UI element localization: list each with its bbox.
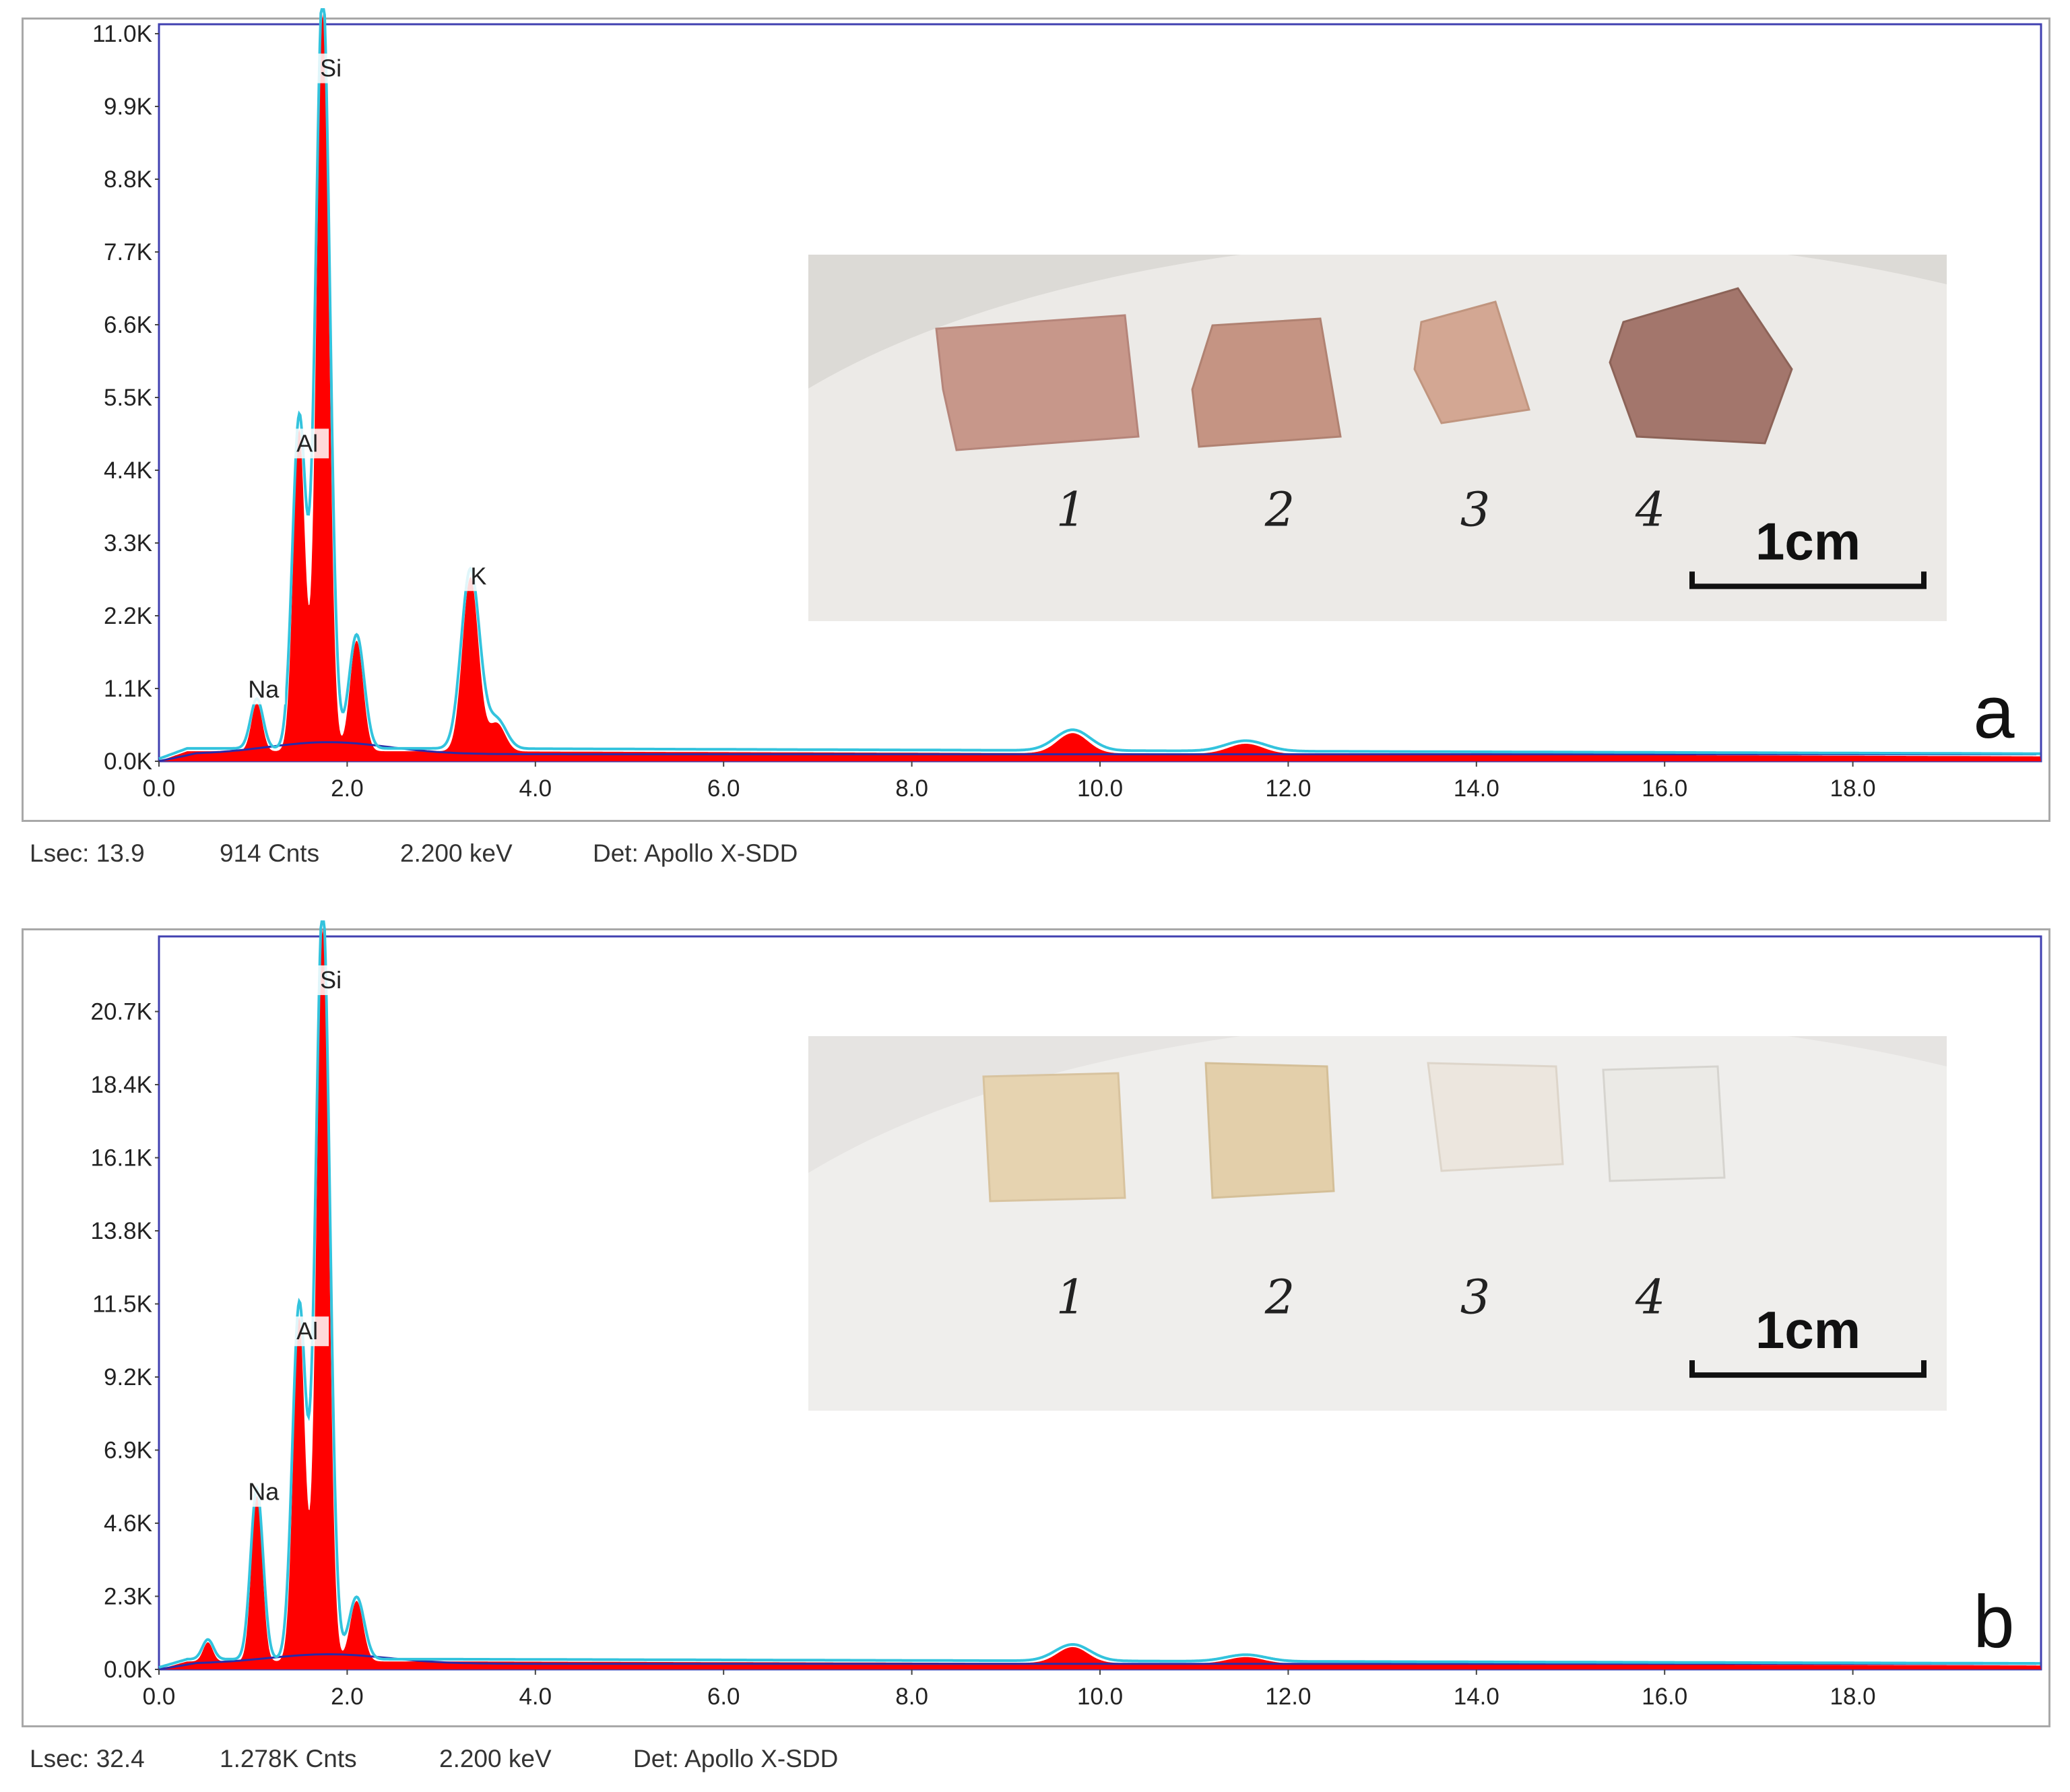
sample-2 [1204, 1062, 1335, 1199]
x-tick-label: 16.0 [1642, 775, 1687, 802]
y-tick-label: 20.7K [91, 999, 152, 1025]
sample-1 [982, 1072, 1126, 1203]
sample-label: 2 [1264, 1269, 1295, 1324]
status-counts-a: 914 Cnts [220, 839, 320, 867]
y-tick-label: 11.0K [92, 21, 152, 47]
y-tick-label: 7.7K [104, 239, 152, 265]
peak-label-al: Al [296, 429, 318, 457]
spectrum-outline [158, 920, 2040, 1669]
peak-label-al: Al [296, 1317, 318, 1345]
y-tick-label: 3.3K [104, 530, 152, 556]
y-tick-label: 0.0K [104, 1657, 152, 1683]
x-tick-label: 14.0 [1454, 1684, 1499, 1710]
sample-label: 2 [1264, 482, 1295, 538]
x-tick-label: 2.0 [331, 1684, 364, 1710]
peak-label-bg [286, 428, 329, 459]
y-tick-label: 2.3K [104, 1584, 152, 1610]
sample-3 [1413, 300, 1530, 424]
y-tick-label: 9.9K [104, 94, 152, 120]
x-tick-label: 8.0 [895, 775, 928, 802]
sample-photo-a: 1 2 3 4 1cm [808, 255, 1947, 621]
status-detector-a: Det: Apollo X-SDD [593, 839, 798, 867]
peak-label-bg [457, 561, 500, 591]
y-tick-label: 1.1K [104, 676, 152, 702]
x-tick-label: 4.0 [519, 775, 552, 802]
scale-bar-label: 1cm [1755, 1300, 1861, 1359]
peak-label-si: Si [320, 966, 342, 994]
y-tick-label: 9.2K [104, 1364, 152, 1390]
x-tick-label: 12.0 [1265, 1684, 1311, 1710]
status-lsec-a: Lsec: 13.9 [30, 839, 145, 867]
sample-photo-b: 1 2 3 4 1cm [808, 1036, 1947, 1411]
y-tick-label: 5.5K [104, 385, 152, 411]
x-tick-label: 6.0 [707, 1684, 740, 1710]
y-tick-label: 8.8K [104, 166, 152, 193]
peak-label-bg [309, 53, 353, 84]
peak-label-bg [286, 1316, 329, 1347]
panel-letter: a [1973, 671, 2015, 754]
status-counts-b: 1.278K Cnts [220, 1745, 357, 1772]
x-tick-label: 16.0 [1642, 1684, 1687, 1710]
y-tick-label: 4.6K [104, 1510, 152, 1537]
y-tick-label: 13.8K [91, 1218, 152, 1244]
status-lsec-b: Lsec: 32.4 [30, 1745, 145, 1772]
sample-label: 4 [1635, 482, 1666, 538]
y-tick-label: 0.0K [104, 748, 152, 775]
y-tick-label: 18.4K [91, 1072, 152, 1098]
y-tick-label: 4.4K [104, 457, 152, 484]
scale-bar-label: 1cm [1755, 511, 1861, 571]
status-detector-b: Det: Apollo X-SDD [633, 1745, 839, 1772]
scale-bar [1689, 1360, 1927, 1378]
y-tick-label: 6.6K [104, 312, 152, 338]
sample-2 [1191, 317, 1342, 448]
sample-label: 4 [1635, 1269, 1666, 1324]
x-tick-label: 14.0 [1454, 775, 1499, 802]
x-tick-label: 0.0 [143, 775, 176, 802]
status-energy-b: 2.200 keV [439, 1745, 552, 1772]
y-tick-label: 6.9K [104, 1438, 152, 1464]
x-tick-label: 4.0 [519, 1684, 552, 1710]
x-tick-label: 6.0 [707, 775, 740, 802]
y-tick-label: 16.1K [91, 1145, 152, 1172]
sample-label: 3 [1460, 482, 1491, 538]
sample-1 [935, 314, 1140, 451]
peak-label-si: Si [320, 55, 342, 82]
sample-3 [1427, 1062, 1564, 1172]
x-tick-label: 8.0 [895, 1684, 928, 1710]
peak-label-bg [242, 674, 286, 705]
x-tick-label: 18.0 [1830, 775, 1876, 802]
x-tick-label: 2.0 [331, 775, 364, 802]
sample-label: 3 [1460, 1269, 1491, 1324]
panel-letter: b [1973, 1580, 2014, 1663]
y-tick-label: 11.5K [92, 1291, 152, 1318]
background-curve [158, 741, 2036, 763]
status-energy-a: 2.200 keV [400, 839, 513, 867]
x-tick-label: 10.0 [1077, 1684, 1123, 1710]
peak-label-na: Na [248, 1478, 280, 1506]
scale-bar [1689, 571, 1927, 589]
spectrum-chart-b: 0.0K 2.3K 4.6K 6.9K 9.2K 11.5K 13.8K 16.1K 18.4K… [91, 920, 2042, 1710]
peak-label-na: Na [248, 676, 280, 703]
x-tick-label: 10.0 [1077, 775, 1123, 802]
sample-label: 1 [1056, 1269, 1087, 1324]
y-tick-label: 2.2K [104, 603, 152, 629]
peak-label-k: K [470, 562, 486, 589]
x-tick-label: 0.0 [143, 1684, 176, 1710]
sample-4 [1609, 287, 1793, 445]
x-tick-label: 18.0 [1830, 1684, 1876, 1710]
sample-4 [1602, 1065, 1726, 1182]
x-tick-label: 12.0 [1265, 775, 1311, 802]
peak-label-bg [242, 1477, 286, 1507]
sample-label: 1 [1056, 482, 1087, 538]
peak-label-bg [309, 965, 353, 996]
